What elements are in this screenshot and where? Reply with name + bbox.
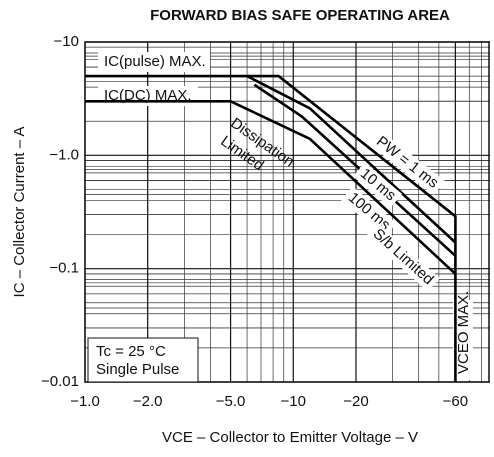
annotation: IC(DC) MAX. (104, 87, 192, 104)
annotation: VCEO MAX. (455, 291, 472, 374)
plot-frame (84, 41, 490, 383)
x-tick-label: −20 (343, 393, 368, 410)
x-tick-label: −1.0 (70, 393, 100, 410)
label-background (98, 52, 210, 72)
label-background (366, 222, 440, 292)
x-axis-label: VCE – Collector to Emitter Voltage – V (162, 429, 418, 446)
series-line (85, 100, 457, 275)
annotation: Single Pulse (96, 361, 179, 378)
chart-title: FORWARD BIAS SAFE OPERATING AREA (150, 7, 450, 24)
label-background (453, 300, 473, 380)
y-tick-label: −10 (54, 33, 79, 50)
x-tick-label: −2.0 (133, 393, 163, 410)
label-background (369, 130, 445, 195)
y-tick-label: −1.0 (49, 146, 79, 163)
label-background (353, 162, 403, 208)
y-tick-label: −0.01 (41, 373, 79, 390)
label-background (87, 337, 199, 383)
series-line (85, 74, 457, 382)
x-tick-label: −60 (443, 393, 468, 410)
label-background (341, 186, 397, 238)
y-tick-label: −0.1 (49, 260, 79, 277)
series-line (253, 83, 457, 257)
annotation: IC(pulse) MAX. (104, 53, 206, 70)
y-axis-label: IC – Collector Current – A (11, 127, 28, 298)
annotation: Tc = 25 °C (96, 343, 166, 360)
x-tick-label: −10 (281, 393, 306, 410)
x-tick-label: −5.0 (216, 393, 246, 410)
series-line (246, 74, 457, 244)
